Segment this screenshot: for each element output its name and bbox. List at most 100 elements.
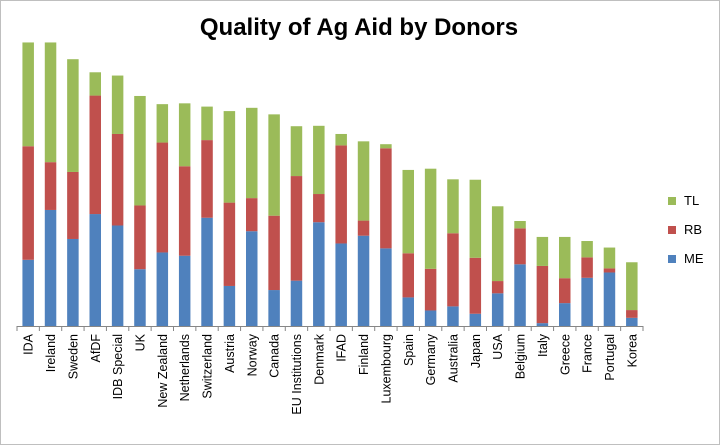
bar-segment-me (246, 231, 258, 326)
x-tick-label: Belgium (514, 334, 528, 379)
x-tick-label: Finland (357, 334, 371, 375)
x-tick-label: France (581, 334, 595, 373)
bar-segment-tl (201, 106, 213, 141)
bar-segment-rb (223, 202, 236, 286)
bar-segment-me (290, 280, 303, 326)
legend-swatch-me (668, 254, 676, 263)
bar-segment-rb (469, 257, 482, 314)
legend-item-me: ME (668, 244, 704, 273)
bar-segment-tl (514, 221, 526, 229)
bar-segment-me (223, 285, 236, 326)
x-tick-label: UK (133, 333, 147, 351)
bar-segment-me (469, 313, 482, 326)
legend: TL RB ME (668, 186, 704, 273)
bar-segment-rb (178, 166, 191, 256)
bar-segment-me (67, 238, 79, 326)
bar-segment-me (134, 269, 146, 326)
bar-segment-rb (111, 133, 124, 226)
bar-segment-tl (447, 179, 459, 234)
x-tick-label: EU Institutions (290, 334, 304, 415)
bar-segment-me (447, 306, 459, 326)
x-tick-label: Spain (402, 334, 416, 366)
bar-segment-tl (469, 179, 482, 258)
bar-segment-me (357, 235, 370, 326)
bar-segment-me (581, 277, 593, 326)
bar-segment-rb (357, 220, 370, 236)
bar-segment-tl (111, 75, 124, 134)
bar-segment-tl (246, 107, 258, 199)
bar-segment-rb (380, 148, 392, 249)
bar-segment-tl (491, 206, 504, 282)
x-tick-label: IFAD (335, 334, 349, 362)
legend-label-me: ME (684, 251, 704, 266)
bar-segment-me (44, 209, 57, 326)
legend-label-tl: TL (684, 193, 700, 208)
bar-segment-me (514, 264, 526, 326)
bar-segment-tl (380, 144, 392, 149)
x-tick-label: USA (491, 333, 505, 359)
bar-segment-me (536, 323, 549, 326)
x-tick-label: Australia (446, 334, 460, 383)
bar-segment-rb (335, 145, 347, 244)
bar-segment-rb (134, 205, 146, 270)
x-tick-label: Luxembourg (379, 334, 393, 404)
x-tick-label: Denmark (312, 333, 326, 384)
x-tick-label: Canada (268, 334, 282, 378)
bar-segment-rb (246, 198, 258, 232)
bar-segment-rb (581, 257, 593, 278)
bar-segment-me (156, 252, 169, 326)
bar-segment-me (626, 317, 638, 326)
bar-segment-me (178, 255, 191, 326)
bar-segment-tl (626, 262, 638, 311)
legend-item-rb: RB (668, 215, 704, 244)
bar-segment-me (335, 243, 347, 326)
x-tick-label: IDA (22, 333, 36, 355)
x-tick-label: Portugal (603, 334, 617, 381)
bar-segment-rb (44, 162, 57, 210)
bar-segment-rb (447, 233, 459, 307)
bar-segment-rb (22, 146, 34, 260)
legend-item-tl: TL (668, 186, 704, 215)
bar-segment-tl (89, 72, 101, 96)
x-tick-label: New Zealand (156, 334, 170, 408)
x-tick-label: Korea (625, 334, 639, 367)
bar-segment-tl (178, 103, 191, 167)
bar-segment-tl (22, 42, 34, 147)
x-tick-label: AfDF (89, 334, 103, 363)
bar-segment-me (268, 290, 280, 326)
x-tick-label: Japan (469, 334, 483, 368)
bar-segment-me (89, 214, 101, 326)
bar-segment-tl (67, 59, 79, 172)
bar-segment-rb (201, 140, 213, 218)
bar-segment-tl (156, 104, 169, 143)
bar-segment-me (491, 293, 504, 326)
x-tick-label: Germany (424, 333, 438, 385)
legend-swatch-rb (668, 225, 676, 234)
bar-segment-rb (156, 142, 169, 253)
bar-segment-tl (268, 114, 280, 216)
bar-segment-rb (290, 176, 303, 281)
bar-segment-me (111, 225, 124, 326)
legend-swatch-tl (668, 196, 676, 205)
bar-segment-tl (313, 125, 325, 195)
bar-segment-rb (626, 310, 638, 318)
bar-segment-rb (67, 171, 79, 239)
bar-segment-rb (313, 194, 325, 223)
x-tick-label: Austria (223, 334, 237, 373)
bar-segment-rb (536, 265, 549, 324)
bar-segment-me (559, 303, 571, 326)
x-tick-label: Ireland (44, 334, 58, 372)
x-tick-label: Norway (245, 333, 259, 376)
x-tick-label: IDB Special (111, 334, 125, 399)
bar-segment-tl (44, 42, 57, 163)
bar-segment-me (402, 297, 414, 326)
bar-segment-rb (424, 268, 437, 311)
bar-segment-tl (559, 236, 571, 279)
bar-segment-tl (335, 133, 347, 146)
bar-segment-tl (402, 169, 414, 254)
x-tick-label: Switzerland (201, 334, 215, 399)
bar-segment-rb (89, 95, 101, 215)
bar-segment-rb (402, 253, 414, 298)
bar-segment-me (424, 310, 437, 326)
